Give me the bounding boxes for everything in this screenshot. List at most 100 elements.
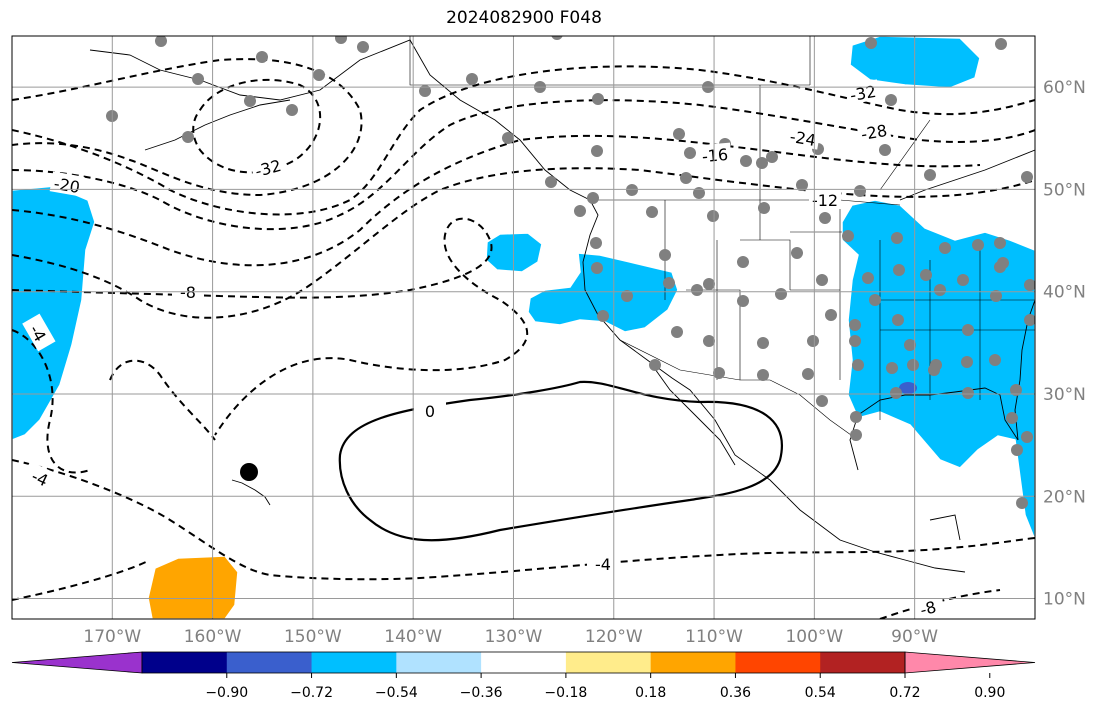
contour-minus16 <box>12 134 981 267</box>
station-dot <box>886 362 898 374</box>
contour-minus4-left <box>12 329 216 474</box>
lat-tick-label: 40°N <box>1043 283 1086 303</box>
contour-label-pad <box>22 313 56 352</box>
contour-label-pad <box>809 189 841 209</box>
lon-tick-label: 120°W <box>585 627 643 647</box>
coast-yucatan <box>929 514 961 541</box>
station-dot <box>990 290 1002 302</box>
station-dot <box>961 356 973 368</box>
station-dot <box>775 288 787 300</box>
lon-tick-label: 150°W <box>284 627 342 647</box>
station-dot <box>1016 497 1028 509</box>
lat-tick-label: 50°N <box>1043 180 1086 200</box>
station-dot <box>649 359 661 371</box>
station-dot <box>807 335 819 347</box>
station-dot <box>192 73 204 85</box>
station-dot <box>907 359 919 371</box>
station-dot <box>684 147 696 159</box>
station-dot <box>671 326 683 338</box>
contour-minus8-upper <box>12 217 528 436</box>
station-dot <box>850 411 862 423</box>
lon-tick-label: 160°W <box>184 627 242 647</box>
lat-tick-label: 60°N <box>1043 78 1086 98</box>
station-dot <box>766 151 778 163</box>
contour-label-pad <box>845 79 881 105</box>
station-dot <box>758 202 770 214</box>
station-dot <box>256 51 268 63</box>
station-dot <box>551 36 563 40</box>
border-us-mexico <box>619 339 859 441</box>
station-dot <box>862 272 874 284</box>
longitude-labels: 170°W 160°W 150°W 140°W 130°W 120°W 110°W 100°W… <box>83 627 938 647</box>
station-dot <box>737 295 749 307</box>
colorbar-tick-label: −0.18 <box>544 685 587 701</box>
contour-label: -8 <box>909 593 946 619</box>
colorbar-segment <box>735 652 821 673</box>
colorbar-segment <box>650 652 736 673</box>
station-dot <box>740 155 752 167</box>
station-dot <box>757 369 769 381</box>
contour-label-pad <box>414 400 446 420</box>
station-dot <box>1024 279 1035 291</box>
coast-canada-east <box>899 149 1035 201</box>
contour-label: -4 <box>587 553 619 574</box>
colorbar: −0.90 −0.72 −0.54 −0.36 −0.18 0.18 0.36 0.54 0.7… <box>11 651 1036 701</box>
border-alaska <box>409 36 810 86</box>
station-dot <box>796 179 808 191</box>
station-dot <box>646 206 658 218</box>
station-dot <box>757 337 769 349</box>
colorbar-segment <box>226 652 313 673</box>
station-dot <box>802 368 814 380</box>
station-dot <box>972 239 984 251</box>
station-dot <box>155 36 167 47</box>
colorbar-segment <box>565 652 652 673</box>
contour-label-pad <box>698 142 732 166</box>
station-dot <box>1021 431 1033 443</box>
station-dot <box>816 395 828 407</box>
station-dot <box>849 335 861 347</box>
contour-label: -12 <box>809 189 841 210</box>
shade-california <box>527 252 679 333</box>
station-dot <box>879 144 891 156</box>
contour-label: -4 <box>22 313 56 352</box>
station-dot <box>574 205 586 217</box>
station-dot <box>842 230 854 242</box>
colorbar-tick-label: 0.18 <box>635 685 666 701</box>
colorbar-tick-label: 0.90 <box>974 685 1005 701</box>
station-dot <box>626 184 638 196</box>
colorbar-tick-label: 0.54 <box>805 685 836 701</box>
contour-label-text: -8 <box>180 283 196 302</box>
station-dot <box>419 85 431 97</box>
station-markers <box>106 36 1035 509</box>
lon-tick-label: 100°W <box>785 627 843 647</box>
contour-label: -4 <box>21 461 60 493</box>
station-dot <box>591 262 603 274</box>
station-dot <box>890 387 902 399</box>
station-dot <box>673 128 685 140</box>
station-dot <box>680 172 692 184</box>
contour-label-pad <box>785 124 821 150</box>
contour-label: -28 <box>856 118 892 144</box>
shade-pacific-blob <box>485 232 543 273</box>
station-dot <box>244 95 256 107</box>
station-dot <box>597 310 609 322</box>
contour-label-pad <box>49 171 85 197</box>
lon-tick-label: 140°W <box>384 627 442 647</box>
contour-label-pad <box>909 593 946 619</box>
station-dot <box>313 69 325 81</box>
colorbar-outline <box>141 651 906 674</box>
contour-label-pad <box>587 553 619 573</box>
station-dot <box>286 104 298 116</box>
contour-label-text: -12 <box>812 191 838 210</box>
station-dot <box>854 185 866 197</box>
map-frame-content: -32-32-28-24-20-16-12-8-40-4-4-8 <box>12 36 1035 619</box>
contour-label-text: -28 <box>860 121 889 144</box>
station-dot <box>920 269 932 281</box>
contour-minus24 <box>12 65 1035 216</box>
contour-label-text: -4 <box>29 466 51 490</box>
contour-label: -16 <box>698 142 732 166</box>
colorbar-tick-label: −0.90 <box>205 685 248 701</box>
contour-label-pad <box>21 461 60 493</box>
station-dot <box>865 37 877 49</box>
